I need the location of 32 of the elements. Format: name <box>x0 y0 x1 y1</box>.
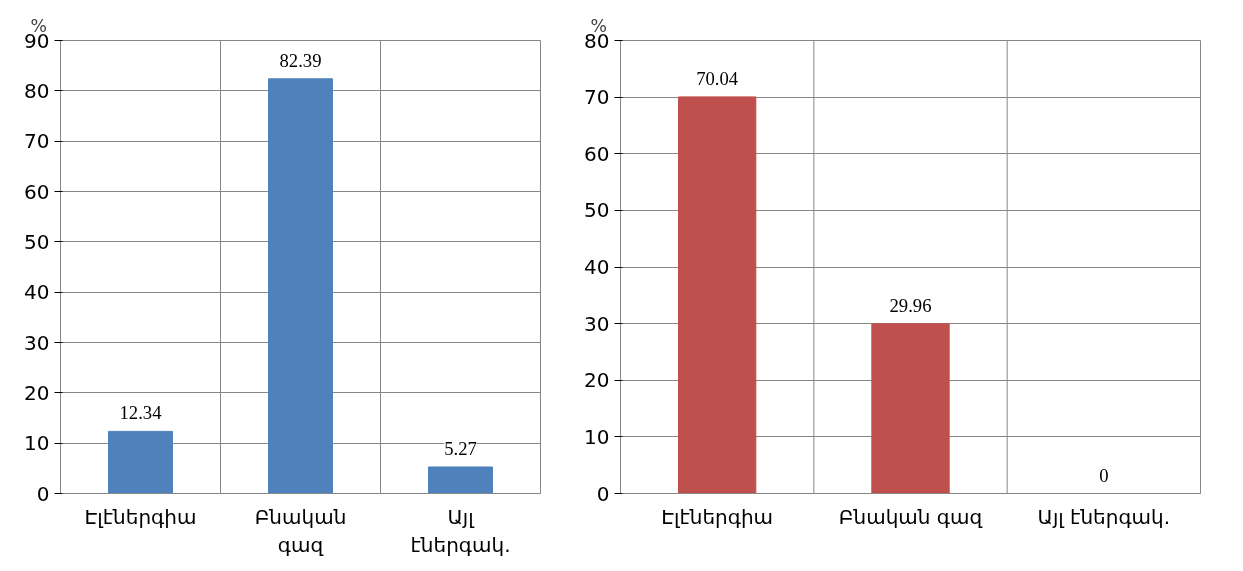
data-label: 0 <box>1099 464 1109 486</box>
y-tick-label: 50 <box>24 229 50 254</box>
y-tick-label: 20 <box>24 380 50 405</box>
y-tick-label: 30 <box>24 330 50 355</box>
x-tick-label: Այլ էներգակ. <box>410 504 511 558</box>
data-label: 82.39 <box>279 49 322 71</box>
data-label: 70.04 <box>696 67 739 89</box>
x-tick-label: Այլ էներգակ. <box>1037 504 1171 529</box>
x-tick-label: Բնական գազ <box>838 504 983 529</box>
y-tick-label: 0 <box>596 481 610 506</box>
data-label: 5.27 <box>444 437 477 459</box>
bar <box>268 78 333 494</box>
data-label: 12.34 <box>119 402 163 424</box>
y-tick-label: 0 <box>36 481 50 506</box>
data-label: 29.96 <box>889 294 932 316</box>
x-tick-label: Էլէներգիա <box>84 504 197 529</box>
y-tick-label: 10 <box>584 424 610 449</box>
y-tick-label: 50 <box>584 198 610 223</box>
bar <box>108 430 173 494</box>
y-tick-label: 30 <box>584 311 610 336</box>
y-tick-label: 60 <box>584 141 610 166</box>
y-tick-label: 60 <box>24 179 50 204</box>
y-tick-label: 70 <box>584 85 610 110</box>
y-tick-label: 10 <box>24 431 50 456</box>
y-tick-label: 40 <box>584 255 610 279</box>
y-tick-label: 40 <box>24 280 50 305</box>
y-tick-label: 20 <box>584 368 610 393</box>
x-tick-label: Բնական գազ <box>254 504 347 558</box>
y-tick-label: 80 <box>24 78 50 103</box>
y-tick-label: 70 <box>24 129 50 154</box>
bar <box>428 466 493 494</box>
x-tick-label: Էլէներգիա <box>661 504 774 529</box>
